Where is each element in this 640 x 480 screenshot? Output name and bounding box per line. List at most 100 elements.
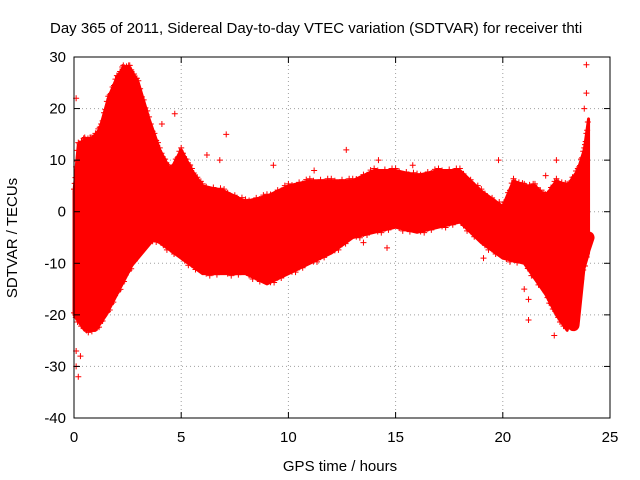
y-tick-label: -40 <box>44 410 66 427</box>
data-point <box>187 162 194 169</box>
data-point <box>531 180 538 187</box>
data-point <box>310 177 317 184</box>
data-point <box>360 230 367 237</box>
data-point <box>306 175 313 182</box>
data-point <box>503 196 510 203</box>
data-point <box>260 192 267 199</box>
data-point <box>133 75 140 82</box>
data-point <box>583 61 590 68</box>
data-point <box>410 169 417 176</box>
data-point <box>535 281 542 288</box>
data-point <box>253 194 260 201</box>
data-point <box>564 325 571 332</box>
data-point <box>385 168 392 175</box>
x-tick-label: 0 <box>70 429 78 446</box>
data-band <box>75 145 165 227</box>
data-point <box>110 299 117 306</box>
data-point <box>396 225 403 232</box>
data-point <box>353 233 360 240</box>
data-point <box>480 255 487 262</box>
data-point <box>431 166 438 173</box>
data-point <box>281 182 288 189</box>
data-point <box>178 253 185 260</box>
data-point <box>292 269 299 276</box>
data-point <box>98 121 105 128</box>
data-point <box>442 169 449 176</box>
data-point <box>171 162 178 169</box>
data-point <box>299 180 306 187</box>
data-point <box>342 178 349 185</box>
data-point <box>446 220 453 227</box>
data-point <box>506 258 513 265</box>
data-point <box>410 226 417 233</box>
data-point <box>167 246 174 253</box>
data-point <box>583 90 590 97</box>
data-point <box>339 176 345 183</box>
data-point <box>431 223 438 230</box>
data-point <box>335 246 342 253</box>
data-point <box>567 179 574 186</box>
data-point <box>162 156 169 163</box>
y-axis-label: SDTVAR / TECUs <box>4 178 21 298</box>
data-point <box>102 106 109 113</box>
data-point <box>573 290 580 297</box>
data-point <box>217 185 224 192</box>
data-point <box>548 300 555 307</box>
data-point <box>417 171 424 178</box>
data-point <box>216 157 223 164</box>
data-point <box>525 296 532 303</box>
data-point <box>506 187 513 194</box>
data-point <box>91 135 98 142</box>
data-point <box>137 85 144 92</box>
data-point <box>396 168 403 175</box>
data-point <box>158 150 165 157</box>
data-point <box>349 232 356 239</box>
data-point <box>88 328 95 335</box>
data-point <box>546 190 553 197</box>
data-point <box>378 229 385 236</box>
data-point <box>571 173 578 180</box>
data-point <box>303 260 310 267</box>
data-point <box>206 186 213 193</box>
data-point <box>343 146 350 153</box>
data-point <box>228 193 235 200</box>
data-point <box>138 93 145 100</box>
data-point <box>549 183 556 190</box>
data-point <box>106 306 113 313</box>
data-point <box>249 198 256 205</box>
data-point <box>74 147 81 154</box>
data-point <box>575 164 582 171</box>
data-point <box>242 196 249 203</box>
data-point <box>421 172 428 179</box>
y-tick-label: 30 <box>49 49 66 66</box>
data-point <box>112 292 119 299</box>
data-point <box>524 184 531 191</box>
data-point <box>399 227 406 234</box>
data-point <box>389 223 396 230</box>
data-point <box>112 76 119 83</box>
data-point <box>135 77 142 84</box>
data-point <box>228 272 235 279</box>
data-point <box>158 121 165 128</box>
data-point <box>374 228 381 235</box>
data-point <box>533 184 540 191</box>
data-point <box>210 184 217 191</box>
data-point <box>517 257 524 264</box>
y-tick-label: -30 <box>44 358 66 375</box>
data-point <box>453 217 460 224</box>
plot-frame <box>73 56 611 419</box>
data-point <box>99 117 106 124</box>
data-series <box>71 61 595 380</box>
data-point <box>583 253 590 260</box>
data-point <box>331 247 338 254</box>
data-point <box>449 221 456 228</box>
data-point <box>117 286 124 293</box>
data-point <box>176 148 183 155</box>
data-point <box>278 275 285 282</box>
data-point <box>551 306 558 313</box>
data-point <box>474 234 481 241</box>
data-point <box>521 258 528 265</box>
x-tick-label: 20 <box>494 429 511 446</box>
data-point <box>551 332 558 339</box>
data-point <box>156 237 163 244</box>
